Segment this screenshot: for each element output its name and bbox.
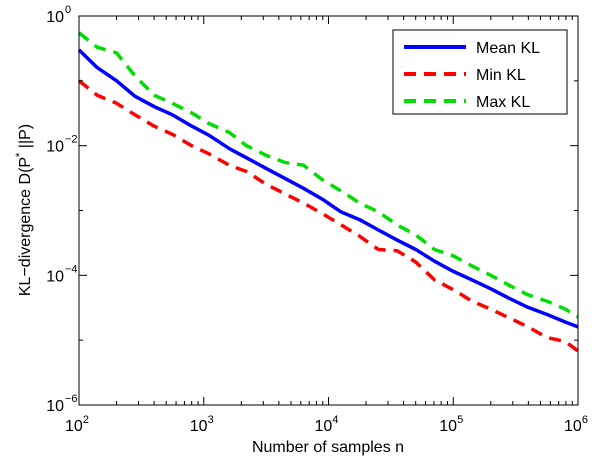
- series-line-max-kl: [77, 31, 579, 319]
- y-tick-label: 10: [46, 139, 64, 156]
- x-tick-exponent: 3: [208, 414, 214, 426]
- y-tick-base: 10: [46, 9, 64, 26]
- series-line-min-kl: [77, 79, 580, 353]
- x-tick-base: 10: [439, 418, 457, 435]
- x-tick-exponent: 4: [332, 414, 338, 426]
- legend: Mean KL Min KL Max KL: [392, 29, 568, 115]
- y-tick-base: 10: [46, 268, 64, 285]
- series-layer: [77, 31, 580, 353]
- legend-label-max: Max KL: [476, 94, 530, 111]
- x-tick-exponent: 2: [83, 414, 89, 426]
- y-axis-label-superscript: *: [14, 152, 26, 157]
- x-tick-base: 10: [564, 418, 582, 435]
- x-tick-label: 106: [564, 414, 588, 435]
- legend-label-mean: Mean KL: [476, 40, 540, 57]
- y-tick-base: 10: [46, 139, 64, 156]
- x-tick-labels: 102 103 104 105 106: [65, 414, 588, 435]
- y-tick-label: 10: [46, 398, 64, 415]
- x-tick-label: 105: [439, 414, 463, 435]
- y-axis-label: KL−divergence D(P* ||P): [14, 124, 34, 296]
- plot-frame: [78, 15, 579, 406]
- x-tick-base: 10: [190, 418, 208, 435]
- x-tick-exponent: 6: [582, 414, 588, 426]
- x-axis-label: Number of samples n: [252, 439, 404, 456]
- y-tick-exponent: 0: [65, 4, 71, 16]
- x-tick-base: 10: [65, 418, 83, 435]
- x-tick-exponent: 5: [457, 414, 463, 426]
- x-tick-label: 103: [190, 414, 214, 435]
- y-tick-exponent: −6: [65, 393, 78, 405]
- legend-box: [392, 29, 568, 115]
- series-line-mean-kl: [77, 48, 579, 329]
- y-axis-label-suffix: ||P): [17, 124, 34, 153]
- tick-marks: [78, 15, 578, 406]
- y-tick-label: 10: [46, 268, 64, 285]
- x-tick-base: 10: [315, 418, 333, 435]
- legend-label-min: Min KL: [476, 67, 526, 84]
- x-tick-label: 104: [315, 414, 339, 435]
- y-axis-label-prefix: KL−divergence D(P: [17, 157, 34, 296]
- x-tick-label: 102: [65, 414, 89, 435]
- y-tick-exponent: −4: [65, 263, 78, 275]
- y-tick-exponent: −2: [65, 134, 78, 146]
- y-tick-label: 10: [46, 9, 64, 26]
- y-tick-base: 10: [46, 398, 64, 415]
